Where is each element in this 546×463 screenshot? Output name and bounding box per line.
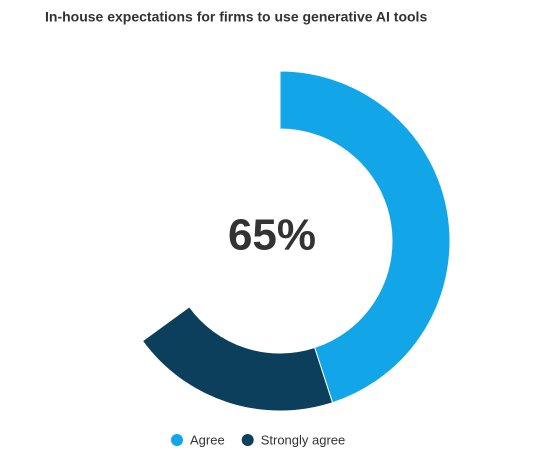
legend-label: Strongly agree — [261, 432, 346, 447]
donut-segment — [279, 70, 451, 404]
legend-marker — [241, 434, 254, 446]
center-label: 65% — [228, 211, 316, 260]
legend-label: Agree — [190, 432, 225, 447]
donut-segment — [141, 306, 334, 412]
chart-title: In-house expectations for firms to use g… — [45, 9, 427, 25]
legend-marker — [171, 434, 183, 446]
